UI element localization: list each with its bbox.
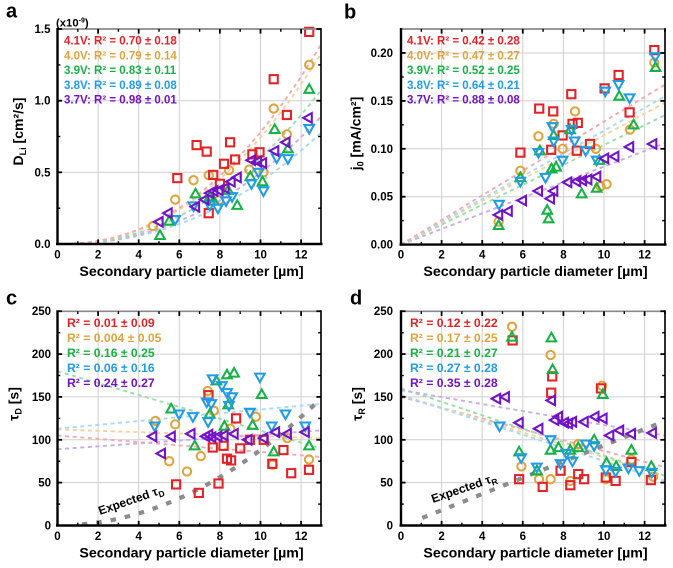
- svg-text:Secondary particle diameter [µ: Secondary particle diameter [µm]: [79, 264, 303, 280]
- svg-text:8: 8: [217, 250, 224, 262]
- svg-text:2: 2: [438, 250, 444, 262]
- svg-text:50: 50: [38, 478, 51, 490]
- svg-text:3.7V: R² = 0.98 ± 0.01: 3.7V: R² = 0.98 ± 0.01: [64, 95, 177, 107]
- svg-text:2: 2: [95, 531, 101, 543]
- svg-text:4: 4: [479, 531, 486, 543]
- svg-text:12: 12: [638, 531, 651, 543]
- svg-text:τD [s]: τD [s]: [6, 387, 24, 421]
- svg-text:3.8V: R² = 0.64 ± 0.21: 3.8V: R² = 0.64 ± 0.21: [407, 80, 520, 92]
- svg-text:12: 12: [295, 250, 308, 262]
- svg-text:R² = 0.24 ± 0.27: R² = 0.24 ± 0.27: [67, 376, 155, 390]
- svg-text:R² = 0.27 ± 0.28: R² = 0.27 ± 0.28: [410, 361, 498, 375]
- svg-text:3.9V: R² = 0.52 ± 0.25: 3.9V: R² = 0.52 ± 0.25: [407, 65, 520, 77]
- svg-text:0: 0: [54, 250, 60, 262]
- svg-text:100: 100: [374, 435, 393, 447]
- svg-text:10: 10: [598, 250, 611, 262]
- svg-text:0: 0: [387, 521, 393, 533]
- svg-text:0.05: 0.05: [371, 192, 394, 204]
- svg-text:R² = 0.004 ± 0.05: R² = 0.004 ± 0.05: [67, 331, 162, 345]
- svg-text:0.15: 0.15: [371, 96, 394, 108]
- svg-text:0.00: 0.00: [371, 240, 393, 252]
- svg-text:b: b: [344, 2, 356, 24]
- svg-text:150: 150: [374, 392, 393, 404]
- svg-text:2: 2: [95, 250, 101, 262]
- svg-text:50: 50: [380, 478, 393, 490]
- svg-text:4.0V: R² = 0.79 ± 0.14: 4.0V: R² = 0.79 ± 0.14: [64, 50, 177, 62]
- svg-text:j0 [mA/cm²]: j0 [mA/cm²]: [348, 97, 366, 171]
- svg-text:d: d: [350, 288, 362, 310]
- svg-text:150: 150: [32, 392, 51, 404]
- svg-text:200: 200: [32, 349, 51, 361]
- svg-text:R² = 0.06 ± 0.16: R² = 0.06 ± 0.16: [67, 361, 155, 375]
- svg-text:6: 6: [176, 531, 182, 543]
- svg-text:2: 2: [438, 531, 444, 543]
- svg-text:8: 8: [217, 531, 224, 543]
- svg-text:10: 10: [254, 250, 267, 262]
- svg-text:R² = 0.01 ± 0.09: R² = 0.01 ± 0.09: [67, 316, 155, 330]
- svg-text:4: 4: [479, 250, 486, 262]
- svg-text:4.1V: R² = 0.70 ± 0.18: 4.1V: R² = 0.70 ± 0.18: [64, 36, 177, 48]
- svg-text:Secondary particle diameter [µ: Secondary particle diameter [µm]: [423, 546, 647, 562]
- svg-text:Secondary particle diameter [µ: Secondary particle diameter [µm]: [79, 546, 303, 562]
- svg-text:6: 6: [520, 250, 526, 262]
- svg-text:0.20: 0.20: [371, 48, 393, 60]
- svg-text:4.1V: R² = 0.42 ± 0.28: 4.1V: R² = 0.42 ± 0.28: [407, 36, 520, 48]
- svg-text:R² = 0.17 ± 0.25: R² = 0.17 ± 0.25: [410, 331, 498, 345]
- svg-text:100: 100: [32, 435, 51, 447]
- svg-text:c: c: [6, 288, 17, 310]
- svg-text:10: 10: [254, 531, 267, 543]
- svg-text:12: 12: [638, 250, 651, 262]
- svg-text:8: 8: [560, 250, 567, 262]
- svg-text:3.9V: R² = 0.83 ± 0.11: 3.9V: R² = 0.83 ± 0.11: [64, 65, 177, 77]
- svg-text:1.0: 1.0: [35, 96, 51, 108]
- svg-text:4.0V: R² = 0.47 ± 0.27: 4.0V: R² = 0.47 ± 0.27: [407, 50, 520, 62]
- svg-text:R² = 0.12 ± 0.22: R² = 0.12 ± 0.22: [410, 316, 498, 330]
- svg-text:R² = 0.21 ± 0.27: R² = 0.21 ± 0.27: [410, 346, 498, 360]
- svg-text:0.5: 0.5: [35, 167, 52, 179]
- svg-text:200: 200: [374, 349, 393, 361]
- svg-text:6: 6: [520, 531, 526, 543]
- svg-text:6: 6: [176, 250, 182, 262]
- svg-text:8: 8: [560, 531, 567, 543]
- svg-text:4: 4: [135, 250, 142, 262]
- svg-text:R² = 0.16 ± 0.25: R² = 0.16 ± 0.25: [67, 346, 155, 360]
- svg-text:250: 250: [374, 306, 393, 318]
- svg-text:3.7V: R² = 0.88 ± 0.08: 3.7V: R² = 0.88 ± 0.08: [407, 95, 520, 107]
- svg-text:1.5: 1.5: [35, 24, 52, 36]
- svg-text:3.8V: R² = 0.89 ± 0.08: 3.8V: R² = 0.89 ± 0.08: [64, 80, 177, 92]
- svg-text:Secondary particle diameter [µ: Secondary particle diameter [µm]: [423, 264, 647, 280]
- svg-text:10: 10: [598, 531, 611, 543]
- svg-text:0.0: 0.0: [35, 239, 51, 251]
- svg-text:0: 0: [398, 531, 404, 543]
- svg-text:250: 250: [32, 306, 51, 318]
- svg-text:(x10-9): (x10-9): [56, 18, 89, 30]
- svg-text:0: 0: [398, 250, 404, 262]
- svg-text:R² = 0.35 ± 0.28: R² = 0.35 ± 0.28: [410, 376, 498, 390]
- svg-text:0.10: 0.10: [371, 144, 393, 156]
- svg-text:a: a: [6, 1, 18, 23]
- svg-text:0: 0: [45, 521, 51, 533]
- svg-text:0: 0: [54, 531, 60, 543]
- svg-text:τR [s]: τR [s]: [349, 387, 367, 421]
- svg-text:4: 4: [135, 531, 142, 543]
- svg-text:12: 12: [295, 531, 308, 543]
